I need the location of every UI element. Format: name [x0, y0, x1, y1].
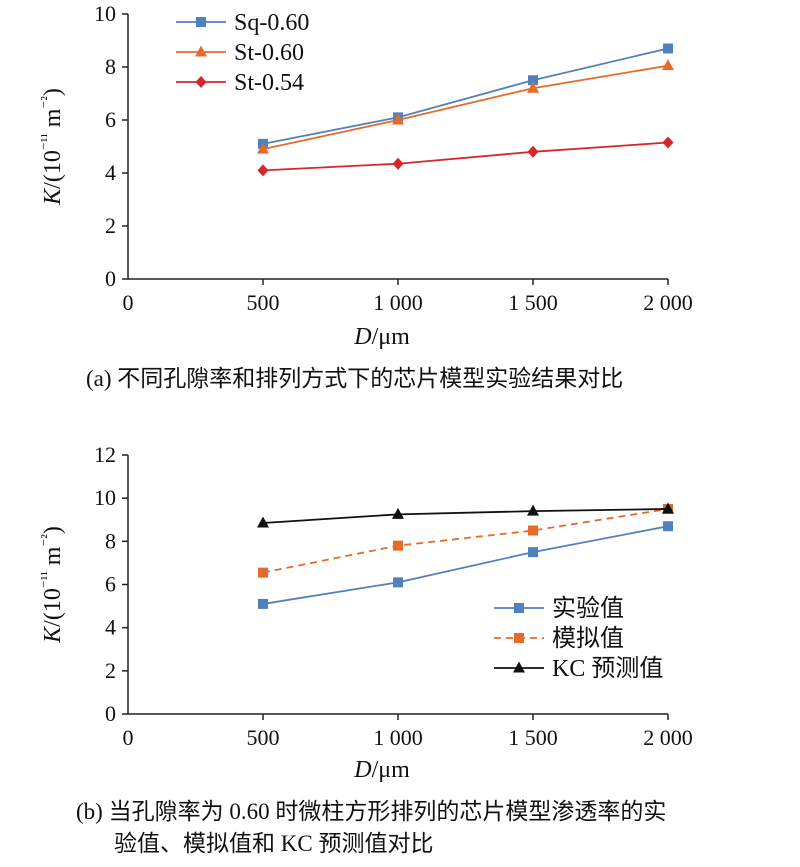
legend-0: Sq-0.60 St-0.60 St-0.54 [176, 10, 309, 96]
y-tick-label-1-2: 4 [105, 615, 116, 640]
legend-label-1-0: 实验值 [552, 595, 624, 622]
y-axis-title-0: K/(10⁻¹¹ m⁻²) [39, 88, 66, 206]
legend-label-0-2: St-0.54 [234, 70, 304, 96]
data-point-0-2-0 [257, 164, 269, 177]
y-tick-label-0-3: 6 [105, 107, 116, 132]
data-point-1-0-2 [528, 547, 538, 558]
x-axis-title-1: D/μm [353, 757, 410, 783]
y-tick-label-0-1: 2 [105, 213, 116, 238]
x-tick-label-0-4: 2 000 [643, 290, 693, 315]
y-tick-label-0-4: 8 [105, 54, 116, 79]
y-tick-label-1-1: 2 [105, 658, 116, 683]
y-tick-label-0-0: 0 [105, 266, 116, 291]
legend-marker-0-0 [196, 17, 206, 27]
data-point-1-0-1 [393, 577, 403, 588]
legend-marker-0-1 [195, 45, 207, 57]
legend-marker-0-2 [195, 76, 207, 88]
data-point-0-0-3 [663, 43, 673, 54]
legend-marker-1-1 [514, 633, 524, 643]
series-line-1-1 [262, 508, 669, 574]
data-point-1-0-3 [663, 521, 673, 532]
legend-marker-1-2 [513, 661, 525, 673]
x-tick-label-0-0: 0 [123, 290, 134, 315]
x-tick-label-1-2: 1 000 [373, 725, 423, 750]
data-point-0-2-1 [392, 157, 404, 170]
series-line-1-0 [262, 525, 669, 605]
series-line-0-0 [262, 47, 669, 145]
data-point-0-1-3 [662, 59, 674, 71]
x-tick-label-1-0: 0 [123, 725, 134, 750]
data-point-1-1-2 [528, 525, 538, 536]
y-tick-label-1-4: 8 [105, 528, 116, 553]
y-tick-label-0-2: 4 [105, 160, 116, 185]
data-point-0-2-2 [527, 145, 539, 158]
x-tick-label-0-2: 1 000 [373, 290, 423, 315]
caption-0-line-0: (a) 不同孔隙率和排列方式下的芯片模型实验结果对比 [86, 366, 623, 391]
x-tick-label-0-3: 1 500 [508, 290, 558, 315]
y-tick-label-1-0: 0 [105, 701, 116, 726]
y-tick-label-1-6: 12 [94, 442, 116, 467]
y-axis-title-1: K/(10⁻¹¹ m⁻²) [39, 526, 66, 644]
legend-label-1-1: 模拟值 [552, 625, 624, 652]
data-point-0-2-3 [662, 136, 674, 149]
x-tick-label-1-1: 500 [247, 725, 280, 750]
y-tick-label-1-3: 6 [105, 572, 116, 597]
data-point-1-2-3 [662, 502, 674, 514]
legend-label-0-0: Sq-0.60 [234, 10, 309, 36]
data-point-1-0-0 [258, 598, 268, 609]
x-axis-title-0: D/μm [353, 324, 410, 350]
legend-marker-1-0 [514, 603, 524, 613]
caption-1-line-1: 验值、模拟值和 KC 预测值对比 [114, 831, 433, 856]
data-point-0-0-2 [528, 75, 538, 86]
data-point-1-2-1 [392, 507, 404, 519]
data-point-1-1-1 [393, 540, 403, 551]
x-tick-label-1-3: 1 500 [508, 725, 558, 750]
data-point-0-1-2 [527, 81, 539, 93]
x-tick-label-1-4: 2 000 [643, 725, 693, 750]
series-line-0-2 [262, 141, 669, 172]
data-point-1-1-0 [258, 567, 268, 578]
legend-label-1-2: KC 预测值 [552, 655, 663, 682]
legend-label-0-1: St-0.60 [234, 40, 304, 66]
series-line-0-1 [262, 64, 669, 151]
data-point-0-1-0 [257, 142, 269, 154]
x-tick-label-0-1: 500 [247, 290, 280, 315]
y-tick-label-1-5: 10 [94, 485, 116, 510]
chart-panel-0: 0 2 4 6 8 10 0 500 1 000 1 500 2 000 Sq-0.60 St-0.60… [39, 1, 693, 391]
data-point-1-2-2 [527, 504, 539, 516]
data-point-1-2-0 [257, 516, 269, 528]
data-point-0-1-1 [392, 113, 404, 125]
series-line-1-2 [262, 508, 669, 524]
caption-1-line-0: (b) 当孔隙率为 0.60 时微柱方形排列的芯片模型渗透率的实 [76, 799, 666, 824]
y-tick-label-0-5: 10 [94, 1, 116, 26]
